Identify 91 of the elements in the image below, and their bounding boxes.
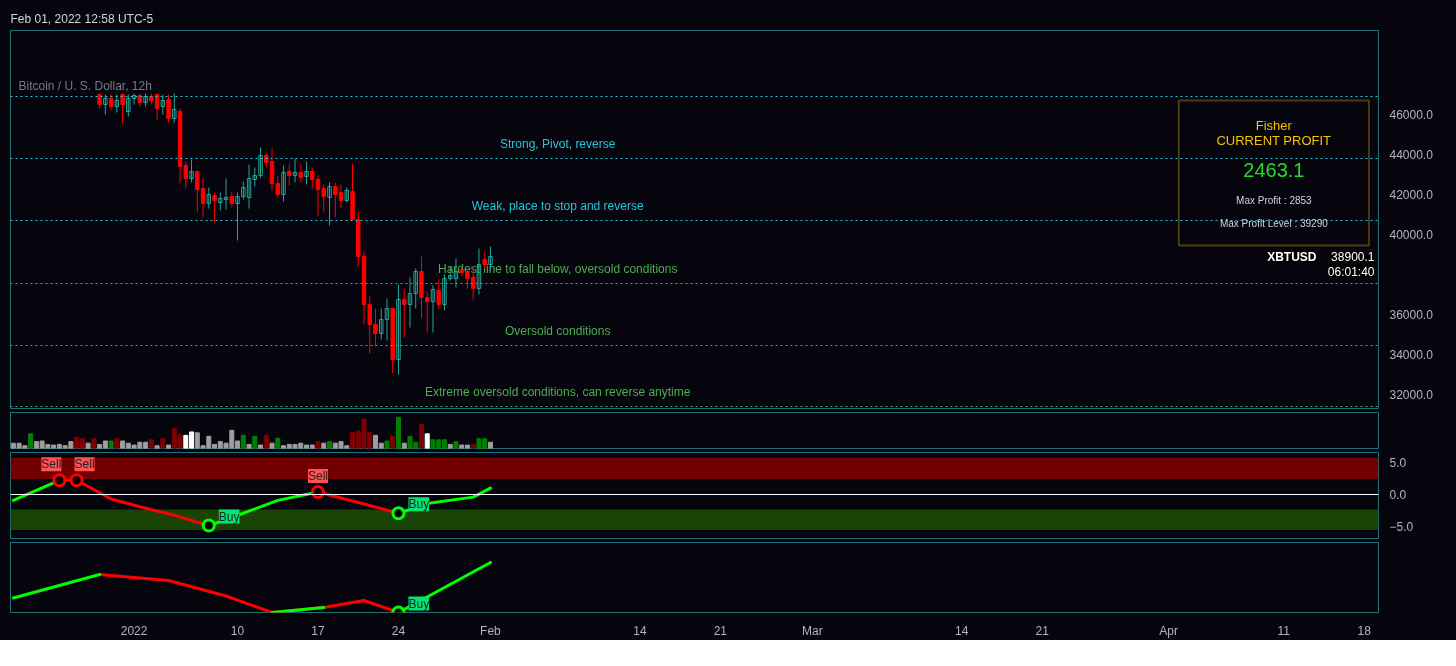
x-tick-label: 21 [1035,623,1050,638]
bar [240,434,246,449]
y-tick-label: 40000.0 [1389,228,1434,242]
point [391,506,406,521]
candlestick [287,163,292,186]
x-tick-label: 21 [713,623,728,638]
annotation: Sell [308,468,329,483]
bar [453,441,459,449]
annotation: 06:01:40 [1327,264,1375,279]
candlestick [189,159,194,183]
x-tick-label: 14 [633,623,647,638]
candlestick [212,192,217,223]
y-tick-label: 34000.0 [1389,348,1434,362]
annotation: Buy [408,596,430,611]
x-tick-label: Apr [1159,623,1179,638]
bar [28,433,34,449]
candlestick [327,182,332,226]
annotation: CURRENT PROFIT [1216,132,1332,148]
annotation: XBTUSD [1267,249,1317,264]
x-tick-label: 10 [230,623,245,638]
y-tick-label: 42000.0 [1389,188,1434,202]
annotation: Buy [408,497,430,512]
x-tick-label: 2022 [120,623,148,638]
bar [252,435,258,449]
y-tick-label: −5.0 [1389,520,1414,535]
bar [384,440,390,449]
point [201,518,216,533]
x-tick-label: 17 [311,623,326,638]
annotation: 38900.1 [1331,250,1375,265]
candlestick [430,285,436,333]
x-tick-label: Feb [480,623,502,638]
bar [258,444,264,449]
candlestick [396,284,401,375]
bar [160,438,166,449]
y-tick-label: 5.0 [1389,455,1407,470]
candlestick [436,279,441,310]
text: Bitcoin / U. S. Dollar, 12h [18,78,152,93]
x-tick-label: 18 [1357,623,1372,638]
ref-line-label: Oversold conditions [505,323,611,338]
ref-line-label: Extreme oversold conditions, can reverse anytime [424,384,691,399]
candlestick [172,93,177,123]
bar [390,435,396,449]
point [69,473,84,488]
bar [85,442,91,449]
candlestick [402,288,407,338]
bar [418,423,424,449]
ref-line-label: Weak, place to stop and reverse [471,198,644,213]
bar [424,433,430,449]
candlestick [160,94,166,115]
bar [263,434,269,449]
candlestick [292,158,298,183]
bar [447,443,453,449]
y-tick-label: 46000.0 [1389,108,1434,122]
bar [470,443,476,449]
bar [487,441,493,449]
bar [269,442,275,449]
x-tick-label: 11 [1277,623,1291,638]
text: Feb 01, 2022 12:58 UTC-5 [10,11,154,26]
bar [327,441,333,449]
annotation: 2463.1 [1243,159,1305,182]
y-tick-label: 0.0 [1389,488,1407,503]
x-tick-label: Mar [802,623,823,638]
candlestick [103,94,108,115]
candlestick [166,94,171,123]
y-tick-label: 36000.0 [1389,308,1434,322]
annotation: Sell [74,457,95,472]
bar [166,444,172,449]
bar [315,441,321,449]
bar [114,438,120,449]
annotation: Fisher [1255,117,1293,133]
annotation: Max Profit : 2853 [1236,195,1313,207]
bar [108,440,114,449]
x-tick-label: 14 [955,623,969,638]
annotation: Buy [218,509,240,524]
annotation: Sell [41,457,62,472]
candlestick [304,161,309,185]
y-tick-label: 32000.0 [1389,388,1434,402]
bar [154,445,160,449]
bar [275,437,281,449]
candlestick [120,93,125,124]
point [52,473,67,488]
x-tick-label: 24 [391,623,406,638]
bar [395,416,401,449]
candlestick [206,187,212,209]
ref-line-label: Strong, Pivot, reverse [500,136,616,151]
bar [246,443,252,449]
candlestick [281,165,286,202]
bar [148,439,154,449]
y-tick-label: 44000.0 [1389,148,1434,162]
bar [91,438,97,449]
annotation: Max Profit Level : 39290 [1219,217,1329,229]
